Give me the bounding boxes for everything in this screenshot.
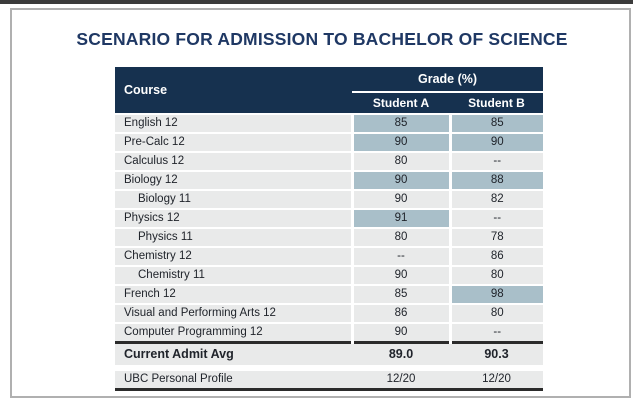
grades-table: Course Grade (%) Student A Student B Eng… <box>115 67 544 391</box>
table-row: Physics 11 80 78 <box>115 228 544 248</box>
student-b-cell: -- <box>450 152 544 172</box>
header-row-groups: Course Grade (%) <box>115 67 544 114</box>
student-a-value: 89.0 <box>352 341 450 371</box>
table-row: English 12 85 85 <box>115 113 544 134</box>
table-row: Biology 11 90 82 <box>115 190 544 210</box>
student-a-cell: 80 <box>352 152 452 172</box>
course-cell: Computer Programming 12 <box>115 323 354 344</box>
student-a-cell: 85 <box>352 113 452 134</box>
table-row: Visual and Performing Arts 12 86 80 <box>115 304 544 324</box>
column-header-grade-group: Grade (%) <box>352 67 544 93</box>
course-cell: English 12 <box>115 113 354 134</box>
header-row-students: Student A Student B <box>115 92 544 114</box>
page-title: SCENARIO FOR ADMISSION TO BACHELOR OF SC… <box>76 29 568 49</box>
student-b-value: 12/20 <box>450 368 544 391</box>
student-b-cell: 88 <box>450 171 544 191</box>
table-row: Physics 12 91 -- <box>115 209 544 229</box>
student-a-cell: 90 <box>352 171 452 191</box>
student-a-cell: 85 <box>352 285 452 305</box>
course-cell: French 12 <box>115 285 354 305</box>
student-a-cell: 90 <box>352 323 452 344</box>
student-b-cell: 82 <box>450 190 544 210</box>
student-b-value: 90.3 <box>450 341 544 371</box>
student-b-cell: 78 <box>450 228 544 248</box>
student-b-cell: 80 <box>450 304 544 324</box>
column-header-course: Course <box>115 67 352 114</box>
summary-label: UBC Personal Profile <box>115 368 352 391</box>
student-b-cell: 80 <box>450 266 544 286</box>
course-cell: Calculus 12 <box>115 152 354 172</box>
student-b-cell: 98 <box>450 285 544 305</box>
course-cell: Biology 11 <box>115 190 354 210</box>
student-b-cell: -- <box>450 209 544 229</box>
student-b-cell: 90 <box>450 133 544 153</box>
student-b-cell: 86 <box>450 247 544 267</box>
table-row: Calculus 12 80 -- <box>115 152 544 172</box>
table-row-ubc-personal-profile: UBC Personal Profile 12/20 12/20 <box>115 368 544 391</box>
course-cell: Visual and Performing Arts 12 <box>115 304 354 324</box>
course-cell: Biology 12 <box>115 171 354 191</box>
course-cell: Physics 12 <box>115 209 354 229</box>
table-row: Chemistry 11 90 80 <box>115 266 544 286</box>
student-a-cell: 80 <box>352 228 452 248</box>
course-cell: Pre-Calc 12 <box>115 133 354 153</box>
summary-label: Current Admit Avg <box>115 341 352 371</box>
table-row: Biology 12 90 88 <box>115 171 544 191</box>
table-row: Pre-Calc 12 90 90 <box>115 133 544 153</box>
window-top-bar <box>0 0 633 4</box>
column-header-student-a: Student A <box>352 92 450 114</box>
student-a-cell: 90 <box>352 190 452 210</box>
table-row-current-admit-avg: Current Admit Avg 89.0 90.3 <box>115 341 544 371</box>
course-rows: English 12 85 85 Pre-Calc 12 90 90 Calcu… <box>115 113 544 344</box>
column-header-student-b: Student B <box>450 92 544 114</box>
table-header: Course Grade (%) Student A Student B <box>115 67 544 114</box>
table-row: Computer Programming 12 90 -- <box>115 323 544 344</box>
student-a-value: 12/20 <box>352 368 450 391</box>
student-a-cell: 90 <box>352 133 452 153</box>
student-b-cell: 85 <box>450 113 544 134</box>
student-a-cell: -- <box>352 247 452 267</box>
student-b-cell: -- <box>450 323 544 344</box>
student-a-cell: 91 <box>352 209 452 229</box>
course-cell: Chemistry 12 <box>115 247 354 267</box>
slide-frame <box>10 8 631 398</box>
student-a-cell: 90 <box>352 266 452 286</box>
table-row: French 12 85 98 <box>115 285 544 305</box>
course-cell: Physics 11 <box>115 228 354 248</box>
summary-rows: Current Admit Avg 89.0 90.3 UBC Personal… <box>115 341 544 391</box>
student-a-cell: 86 <box>352 304 452 324</box>
table-row: Chemistry 12 -- 86 <box>115 247 544 267</box>
course-cell: Chemistry 11 <box>115 266 354 286</box>
